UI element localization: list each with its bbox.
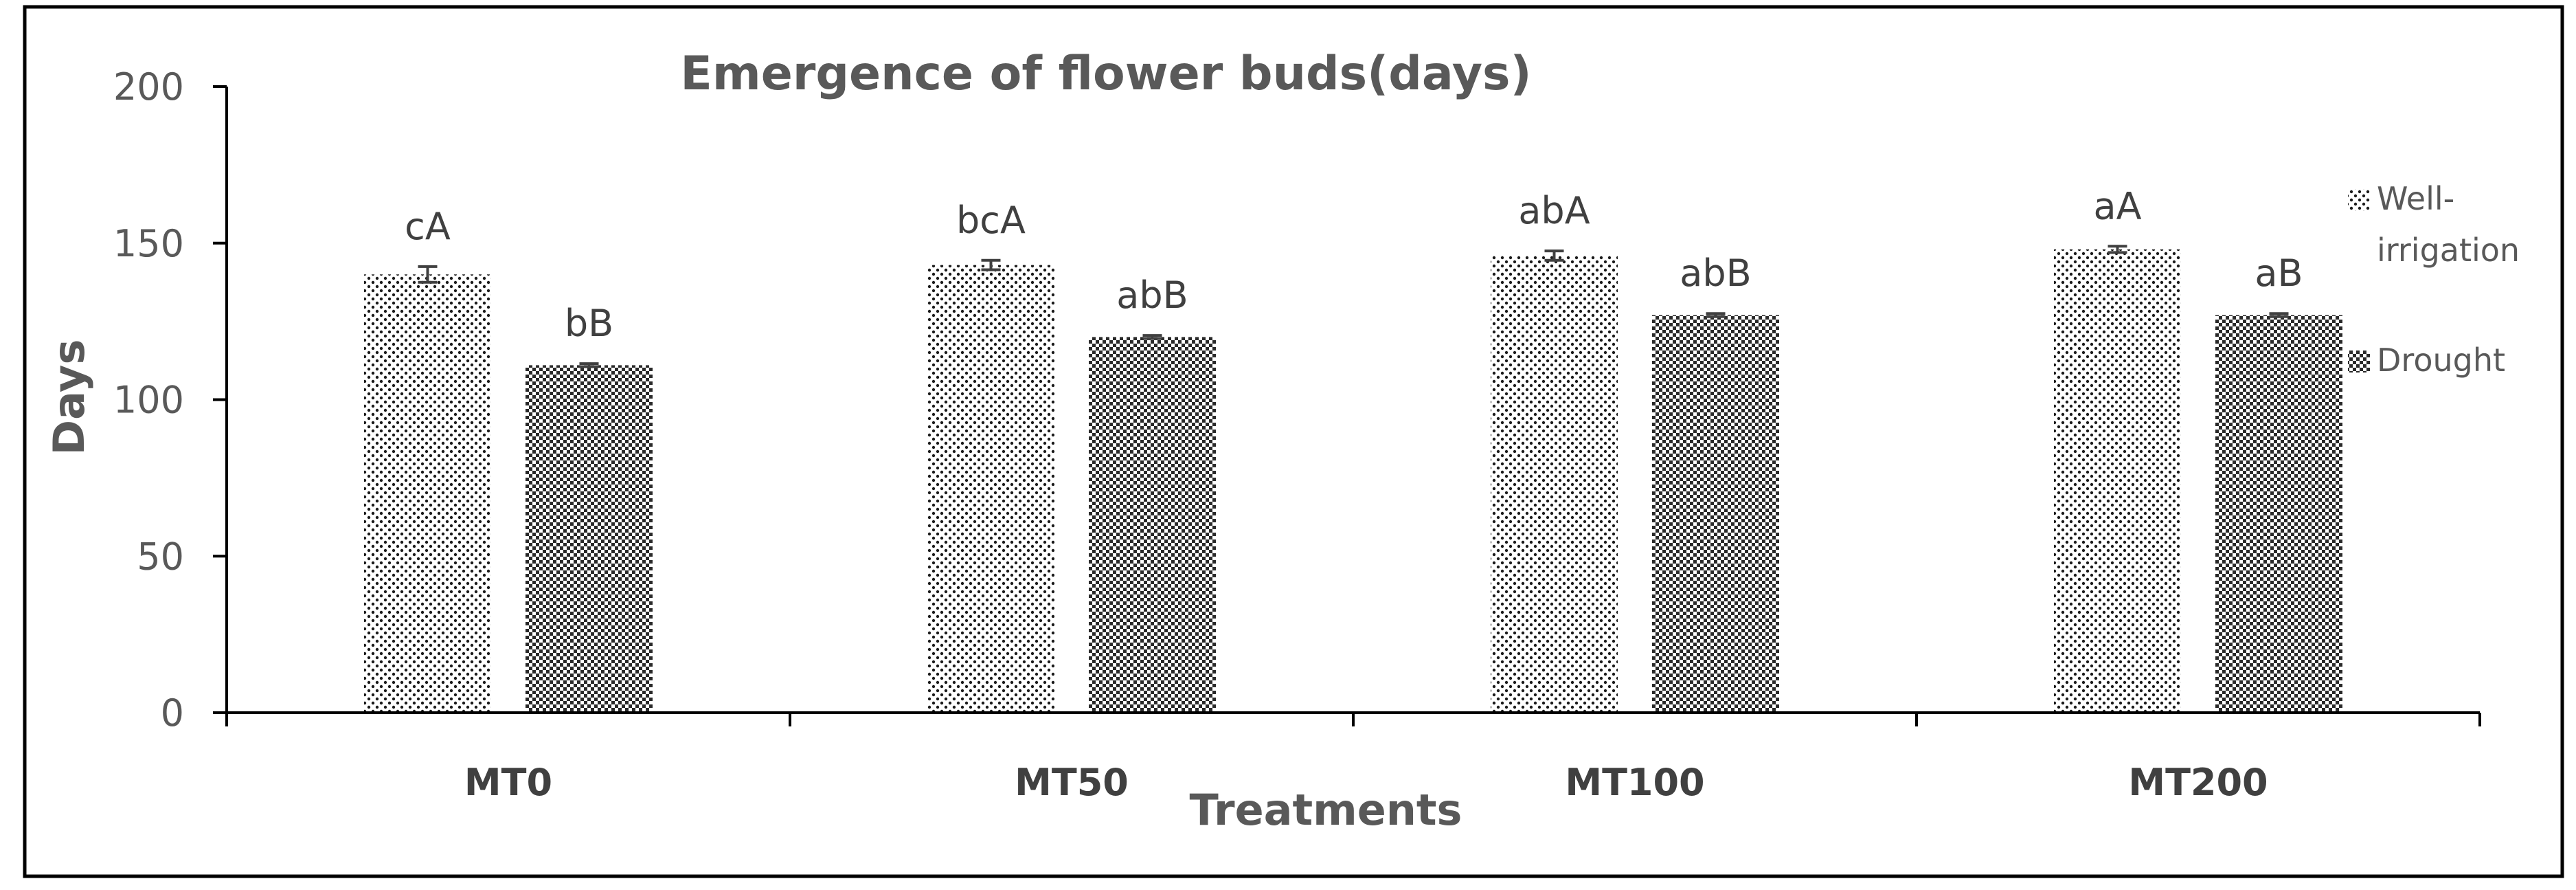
y-tick-label: 0: [161, 691, 184, 735]
legend-swatch: [2348, 189, 2370, 211]
y-tick-label: 200: [113, 65, 184, 109]
data-label: abB: [1680, 252, 1751, 295]
y-axis-title: Days: [44, 340, 94, 456]
data-label: aB: [2255, 252, 2303, 295]
bar-well-irrigation-mt200: [2054, 249, 2181, 713]
plot-area: 0 50 100 150 200 cA bB MT0 bcA abB MT50 abA abB MT100…: [113, 65, 2481, 804]
bar-drought-mt50: [1089, 337, 1216, 713]
x-axis-title: Treatments: [1190, 785, 1462, 835]
bar-well-irrigation-mt50: [927, 265, 1054, 713]
bar-drought-mt100: [1652, 315, 1779, 713]
legend-label: Drought: [2377, 342, 2505, 379]
legend: Well-irrigation Drought: [2348, 180, 2520, 379]
y-tick-label: 150: [113, 222, 184, 265]
bar-well-irrigation-mt0: [364, 274, 491, 713]
legend-label: irrigation: [2377, 232, 2520, 269]
bar-well-irrigation-mt100: [1491, 255, 1618, 713]
data-label: abB: [1116, 274, 1188, 317]
x-tick-label: MT100: [1565, 761, 1704, 804]
legend-swatch: [2348, 351, 2370, 372]
data-label: bcA: [956, 199, 1026, 242]
x-tick-label: MT0: [464, 761, 552, 804]
chart-frame: [23, 5, 2564, 878]
data-label: aA: [2093, 184, 2141, 227]
data-label: abA: [1518, 189, 1590, 232]
bar-drought-mt0: [526, 365, 653, 713]
bar-drought-mt200: [2215, 315, 2342, 713]
data-label: bB: [565, 302, 613, 345]
y-tick-label: 100: [113, 379, 184, 422]
x-tick-label: MT200: [2128, 761, 2268, 804]
legend-label: Well-: [2377, 180, 2454, 217]
x-tick-label: MT50: [1015, 761, 1129, 804]
y-tick-label: 50: [137, 535, 184, 578]
data-label: cA: [405, 205, 451, 248]
chart-title: Emergence of flower buds(days): [680, 47, 1531, 101]
